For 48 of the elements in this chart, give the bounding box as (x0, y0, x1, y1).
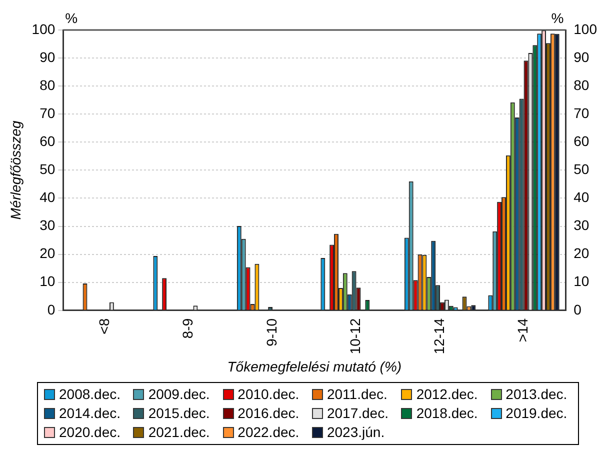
text: % (65, 10, 78, 26)
y2-tick-label: 90 (574, 48, 590, 65)
legend-label: 2013.dec. (506, 385, 568, 404)
x-tick-label: 12-14 (430, 318, 447, 354)
y2-tick-label: 70 (574, 104, 590, 121)
y2-tick-label: 10 (574, 273, 590, 290)
y2-tick-label: 100 (574, 20, 598, 37)
x-tick-label: 10-12 (347, 318, 364, 354)
x-tick-label: 9-10 (263, 318, 280, 346)
y-tick-label: 50 (40, 161, 56, 178)
legend-label: 2022.dec. (238, 423, 300, 442)
legend-label: 2016.dec. (238, 404, 300, 423)
y2-tick-label: 30 (574, 217, 590, 234)
y-tick-label: 20 (40, 245, 56, 262)
y-tick-label: 80 (40, 76, 56, 93)
y2-tick-label: 40 (574, 189, 590, 206)
legend-label: 2021.dec. (148, 423, 210, 442)
legend-label: 2011.dec. (326, 385, 388, 404)
legend-label: 2014.dec. (59, 404, 120, 423)
y-tick-label: 10 (40, 273, 56, 290)
x-tick-label: >14 (514, 318, 531, 342)
legend-label: 2012.dec. (416, 385, 478, 404)
y-tick-label: 40 (40, 189, 56, 206)
y2-tick-label: 0 (574, 301, 582, 318)
y2-tick-label: 80 (574, 76, 590, 93)
x-tick-label: 8-9 (180, 318, 196, 339)
legend-label: 2010.dec. (238, 385, 300, 404)
y-axis-title: Mérlegfőösszeg (7, 120, 24, 220)
legend-label: 2015.dec. (148, 404, 210, 423)
y2-tick-label: 60 (574, 133, 590, 150)
legend-label: 2018.dec. (416, 404, 478, 423)
y-tick-label: 100 (32, 20, 56, 37)
x-axis-title: Tőkemegfelelési mutató (%) (227, 358, 402, 374)
text: % (551, 10, 564, 26)
legend-label: 2019.dec. (506, 404, 568, 423)
y2-tick-label: 50 (574, 161, 590, 178)
y-tick-label: 0 (47, 301, 56, 318)
y-tick-label: 70 (40, 104, 56, 121)
legend-label: 2020.dec. (59, 423, 120, 442)
y2-tick-label: 20 (574, 245, 590, 262)
legend-label: 2017.dec. (326, 404, 388, 423)
y-tick-label: 60 (40, 133, 56, 150)
legend-label: 2008.dec. (59, 385, 120, 404)
legend-label: 2009.dec. (148, 385, 210, 404)
x-tick-label: <8 (96, 318, 112, 334)
y-tick-label: 90 (40, 48, 56, 65)
y-tick-label: 30 (40, 217, 56, 234)
legend-label: 2023.jún. (326, 423, 385, 442)
